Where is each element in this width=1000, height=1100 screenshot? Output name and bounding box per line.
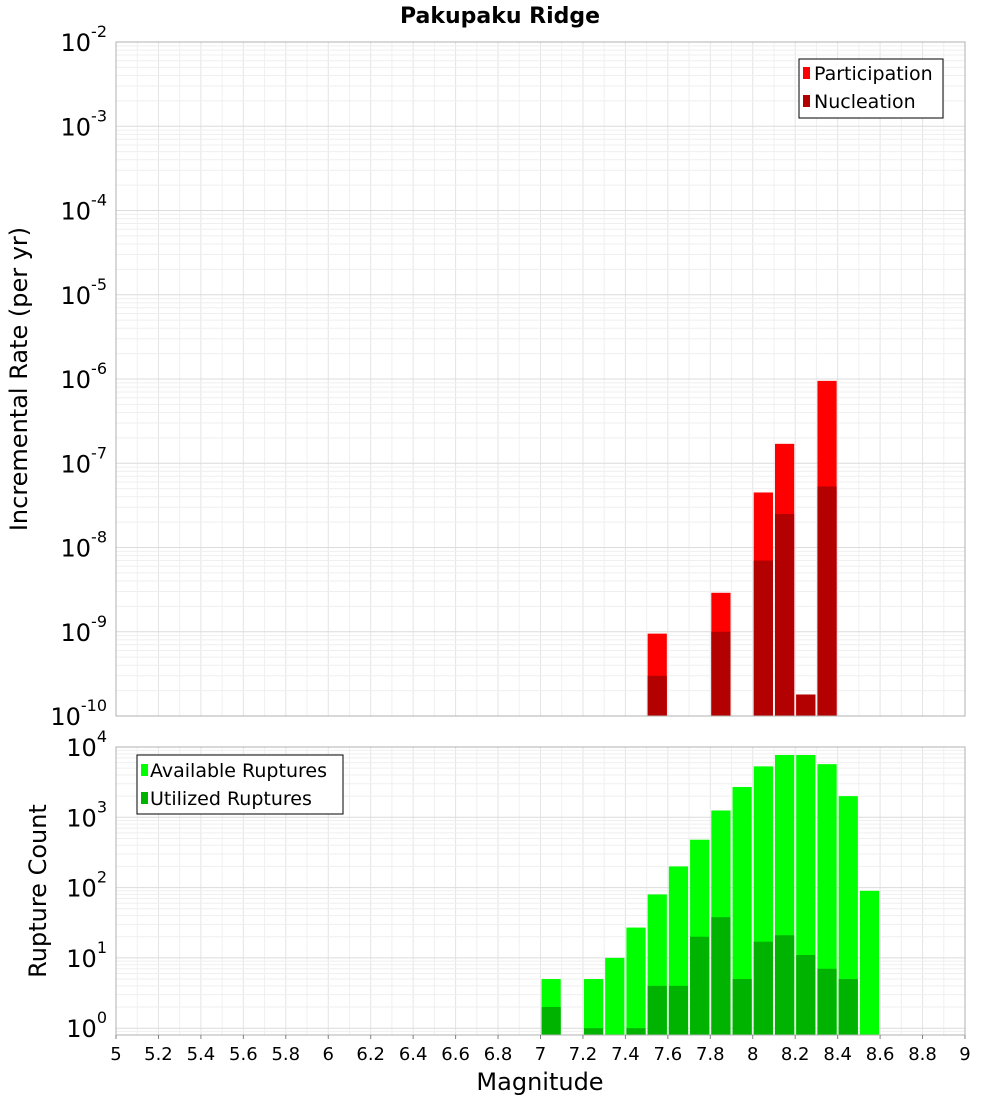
- x-tick-label: 7: [535, 1044, 546, 1065]
- bar-utilized-ruptures: [626, 1028, 646, 1035]
- count-x-ticks: 5 5.2 5.4 5.6 5.8 6 6.2 6.4 6.6 6.8 7 7.2 7.4 7.6 7.8 8…: [110, 1035, 971, 1065]
- legend-label-utilized: Utilized Ruptures: [150, 788, 312, 810]
- x-tick-label: 5.2: [144, 1044, 173, 1065]
- y-tick-label: 101: [66, 938, 107, 973]
- bar-available-ruptures: [583, 979, 604, 1035]
- bar-utilized-ruptures: [732, 979, 752, 1035]
- bar-nucleation: [647, 675, 667, 716]
- bar-available-ruptures: [817, 764, 837, 1035]
- y-tick-label: 102: [66, 868, 107, 903]
- bar-nucleation: [817, 486, 837, 716]
- bar-utilized-ruptures: [774, 935, 795, 1035]
- rate-y-ticks: 10-2 10-3 10-4 10-5 10-6 10-7 10-8 10-9 10-10: [50, 22, 107, 731]
- bar-available-ruptures: [859, 890, 880, 1035]
- rate-panel: 10-2 10-3 10-4 10-5 10-6 10-7 10-8 10-9 10-10 In…: [5, 22, 966, 731]
- bar-utilized-ruptures: [647, 985, 667, 1035]
- legend-label-available: Available Ruptures: [150, 760, 327, 782]
- bar-available-ruptures: [626, 927, 646, 1035]
- y-tick-label: 10-5: [61, 275, 108, 310]
- y-tick-label: 103: [66, 797, 107, 832]
- legend-label-participation: Participation: [814, 63, 933, 85]
- x-tick-label: 5.4: [187, 1044, 216, 1065]
- x-tick-label: 5: [110, 1044, 121, 1065]
- bar-nucleation: [711, 631, 731, 716]
- y-tick-label: 100: [66, 1008, 107, 1043]
- x-tick-label: 7.2: [569, 1044, 598, 1065]
- count-legend-box: [136, 754, 344, 815]
- count-panel: 104 103 102 101 100 5 5.2 5.4 5.6 5.8 6 6.2 6.4 6.6 6…: [24, 727, 971, 1096]
- x-tick-label: 9: [959, 1044, 970, 1065]
- bar-nucleation: [774, 513, 795, 716]
- y-tick-label: 10-7: [61, 443, 108, 478]
- bar-utilized-ruptures: [838, 979, 858, 1035]
- y-tick-label: 10-6: [61, 359, 108, 394]
- x-tick-label: 6: [323, 1044, 334, 1065]
- x-tick-label: 6.4: [399, 1044, 428, 1065]
- bar-available-ruptures: [838, 796, 858, 1035]
- chart-title: Pakupaku Ridge: [400, 4, 600, 29]
- bar-utilized-ruptures: [690, 936, 710, 1035]
- bar-utilized-ruptures: [817, 968, 837, 1035]
- legend-swatch-participation: [803, 67, 810, 79]
- x-tick-label: 8.2: [781, 1044, 810, 1065]
- x-tick-label: 8.8: [908, 1044, 937, 1065]
- y-tick-label: 10-8: [61, 528, 108, 563]
- bar-nucleation: [796, 694, 816, 716]
- x-tick-label: 5.8: [271, 1044, 300, 1065]
- x-tick-label: 5.6: [229, 1044, 258, 1065]
- count-y-axis-label: Rupture Count: [24, 804, 52, 978]
- bar-utilized-ruptures: [583, 1028, 604, 1035]
- bar-available-ruptures: [732, 786, 752, 1035]
- bar-utilized-ruptures: [796, 954, 816, 1035]
- rate-legend: Participation Nucleation: [798, 58, 944, 119]
- legend-swatch-utilized: [141, 792, 148, 804]
- legend-label-nucleation: Nucleation: [814, 91, 916, 113]
- bar-utilized-ruptures: [753, 941, 773, 1035]
- x-tick-label: 8.4: [823, 1044, 852, 1065]
- count-bars: [541, 754, 880, 1035]
- bar-utilized-ruptures: [541, 1007, 561, 1035]
- y-tick-label: 10-4: [61, 191, 108, 226]
- rate-legend-box: [798, 58, 944, 119]
- rate-plot-border: [115, 41, 966, 717]
- x-tick-label: 8: [747, 1044, 758, 1065]
- x-tick-label: 7.4: [611, 1044, 640, 1065]
- x-axis-label: Magnitude: [476, 1068, 603, 1096]
- legend-swatch-nucleation: [803, 95, 810, 107]
- x-tick-label: 8.6: [866, 1044, 895, 1065]
- y-tick-label: 104: [66, 727, 107, 762]
- bar-nucleation: [753, 560, 773, 716]
- bar-utilized-ruptures: [711, 917, 731, 1035]
- rate-bars: [647, 380, 837, 716]
- bar-available-ruptures: [605, 957, 625, 1035]
- y-tick-label: 10-9: [61, 612, 108, 647]
- count-y-ticks: 104 103 102 101 100: [66, 727, 107, 1043]
- count-legend: Available Ruptures Utilized Ruptures: [136, 754, 344, 815]
- x-tick-label: 6.6: [441, 1044, 470, 1065]
- x-tick-label: 6.2: [356, 1044, 385, 1065]
- x-tick-label: 6.8: [484, 1044, 513, 1065]
- y-tick-label: 10-2: [61, 22, 108, 57]
- y-tick-label: 10-10: [50, 696, 107, 731]
- y-tick-label: 10-3: [61, 106, 108, 141]
- x-tick-label: 7.6: [654, 1044, 683, 1065]
- rate-y-axis-label: Incremental Rate (per yr): [5, 227, 33, 531]
- bar-utilized-ruptures: [668, 985, 689, 1035]
- rate-grid: [115, 42, 966, 717]
- x-tick-label: 7.8: [696, 1044, 725, 1065]
- legend-swatch-available: [141, 764, 148, 776]
